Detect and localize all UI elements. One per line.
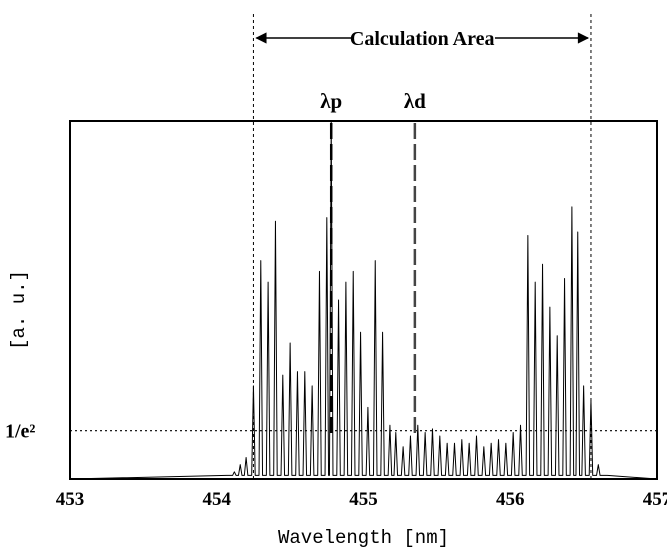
y-axis-label: [a. u.] [8, 270, 30, 350]
calc-area-label: Calculation Area [350, 28, 495, 50]
x-tick-label: 455 [349, 489, 378, 510]
marker-label-lambda-p: λp [320, 89, 342, 113]
series-layer [69, 120, 658, 480]
background-layer: 453 454 455 456 457 Wavelength [nm] [a. u.] 1/e… [5, 120, 667, 549]
x-axis-label: Wavelength [nm] [278, 527, 449, 549]
x-tick-label: 453 [56, 489, 85, 510]
spectrum-line [69, 120, 658, 480]
marker-label-lambda-d: λd [404, 89, 426, 113]
x-tick-label: 456 [496, 489, 525, 510]
x-tick-label: 454 [203, 489, 232, 510]
plot-frame [69, 120, 658, 480]
x-tick-label: 457 [643, 489, 667, 510]
annotation-layer: Calculation Area λp λd [252, 14, 592, 479]
threshold-label: 1/e² [5, 421, 35, 443]
